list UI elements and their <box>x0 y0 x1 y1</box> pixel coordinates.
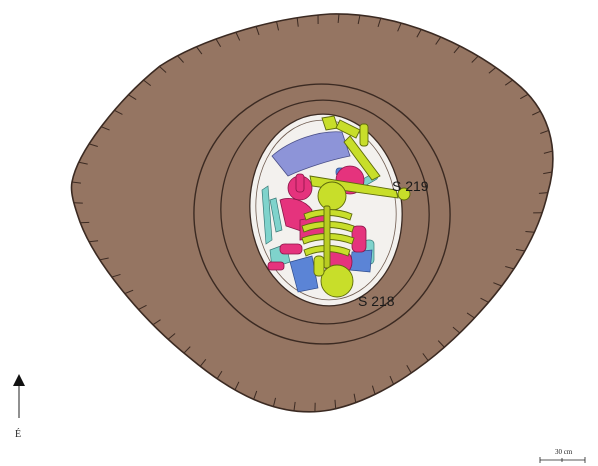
hachure-tick <box>234 381 240 391</box>
hachure-tick <box>196 46 203 55</box>
hachure-tick <box>353 393 357 403</box>
hachure-tick <box>452 326 461 334</box>
hachure-tick <box>480 297 489 303</box>
hachure-tick <box>167 333 176 340</box>
hachure-tick <box>159 66 167 73</box>
label-s218: S 218 <box>358 293 395 309</box>
hachure-tick <box>488 67 497 74</box>
grave-inner-edge <box>255 119 397 301</box>
hachure-tick <box>543 150 553 154</box>
hachure-tick <box>357 15 361 25</box>
hachure-tick <box>99 257 109 261</box>
hachure-tick <box>253 390 258 400</box>
hachure-tick <box>371 385 376 395</box>
hachure-tick <box>255 26 260 36</box>
north-arrow <box>13 374 25 418</box>
hachure-tick <box>493 282 502 287</box>
hachure-tick <box>152 319 161 326</box>
hachure-tick <box>538 192 548 194</box>
hachure-tick <box>532 110 541 116</box>
hachure-tick <box>389 375 395 385</box>
hachure-tick <box>334 399 337 409</box>
outer-edge-hachures <box>71 13 553 412</box>
hachure-tick <box>471 55 479 63</box>
stone-slab <box>271 131 351 177</box>
hachure-tick <box>177 55 184 63</box>
hachure-tick <box>276 21 280 31</box>
hachure-tick <box>124 289 134 295</box>
hachure-tick <box>505 265 515 270</box>
hachure-tick <box>504 79 513 86</box>
label-s219: S 219 <box>392 178 429 194</box>
hachure-tick <box>422 353 429 361</box>
hachure-tick <box>101 126 110 131</box>
hachure-tick <box>128 94 137 101</box>
hachure-tick <box>89 143 98 148</box>
hachure-tick <box>143 79 152 86</box>
hachure-tick <box>78 161 88 165</box>
scale-bar <box>539 457 586 463</box>
hachure-tick <box>515 248 525 252</box>
hachure-tick <box>525 231 535 233</box>
hachure-tick <box>71 181 81 184</box>
hachure-tick <box>183 346 191 354</box>
north-arrow-label: É <box>15 428 21 440</box>
hachure-tick <box>296 17 299 27</box>
hachure-tick <box>89 240 99 243</box>
hachure-tick <box>397 22 402 32</box>
hachure-tick <box>272 397 277 407</box>
hachure-tick <box>293 401 296 411</box>
hachure-tick <box>111 273 121 278</box>
hachure-tick <box>416 29 422 38</box>
hachure-tick <box>216 370 223 380</box>
hachure-tick <box>543 171 553 175</box>
hachure-tick <box>337 13 340 23</box>
hachure-tick <box>437 340 445 348</box>
scale-bar-label: 30 cm <box>555 448 573 456</box>
hachure-tick <box>199 358 207 367</box>
hachure-tick <box>540 129 549 134</box>
hachure-tick <box>435 36 442 45</box>
hachure-tick <box>215 38 222 47</box>
skeleton-s219 <box>301 115 411 298</box>
hachure-tick <box>466 312 475 319</box>
hachure-tick <box>377 18 382 28</box>
hachure-tick <box>235 32 241 41</box>
hachure-tick <box>453 45 461 54</box>
hachure-tick <box>406 364 412 374</box>
hachure-tick <box>114 109 123 115</box>
hachure-tick <box>520 93 529 100</box>
hachure-tick <box>138 304 147 310</box>
